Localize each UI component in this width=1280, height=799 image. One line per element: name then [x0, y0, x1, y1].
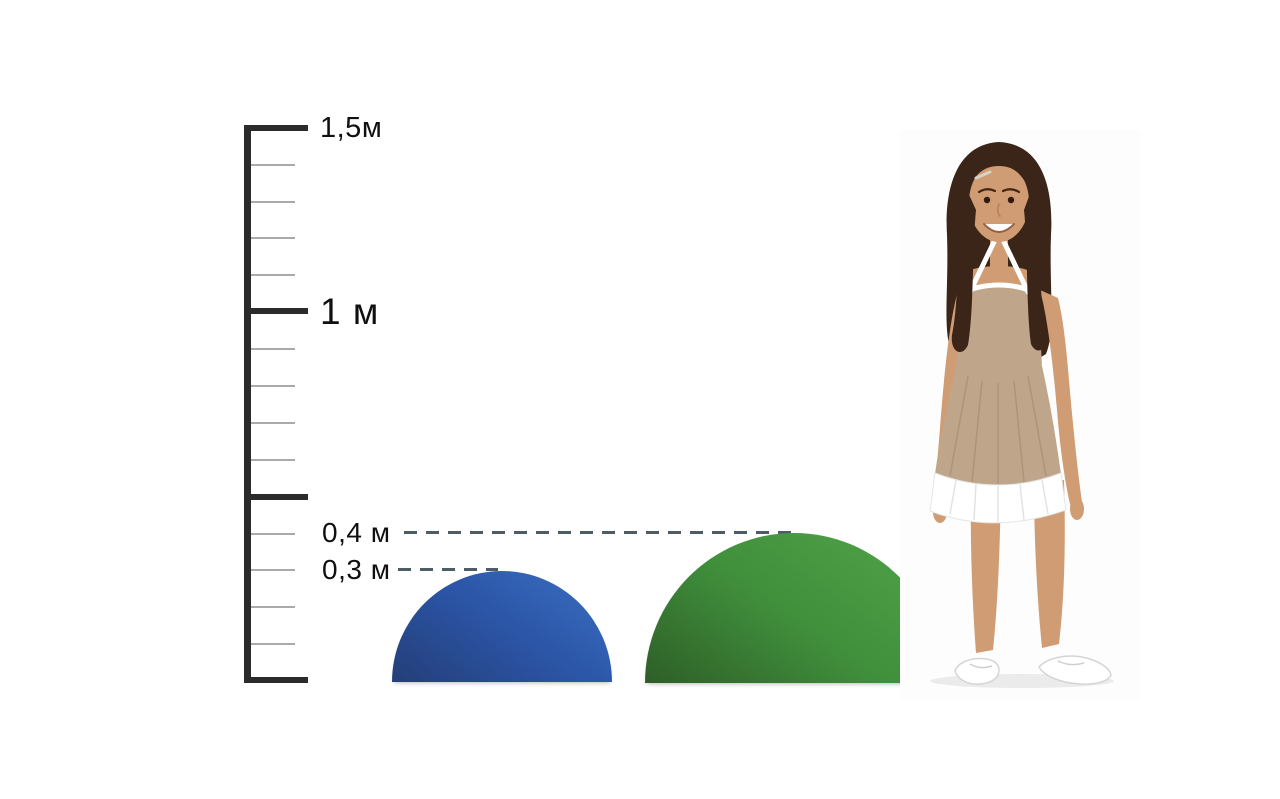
girl-skirt-pleats: [949, 375, 1047, 484]
ruler-tick-major-0-5m: [244, 494, 308, 500]
girl-right-leg: [1034, 480, 1065, 648]
girl-right-eye: [1007, 196, 1015, 204]
girl-dress-strap-right: [1001, 239, 1031, 295]
ruler-tick-major-1-5m: [244, 125, 308, 131]
measure-label-0-3m: 0,3 м: [322, 554, 391, 585]
measure-label-0-4m: 0,4 м: [322, 517, 391, 548]
girl-hair-clip: [974, 170, 992, 180]
ruler-tick-minor: [251, 422, 295, 424]
ruler-tick-minor: [251, 643, 295, 645]
blue-dome: [392, 571, 612, 682]
girl-left-eye: [983, 196, 991, 204]
girl-dress-bodice: [956, 285, 1042, 377]
ruler-tick-minor: [251, 606, 295, 608]
girl-hair-lock-right: [1024, 188, 1047, 351]
ruler-tick-minor: [251, 533, 295, 535]
ruler-tick-minor: [251, 348, 295, 350]
ruler-tick-minor: [251, 274, 295, 276]
ruler-label-1-5m: 1,5м: [320, 112, 383, 144]
girl-photo: [900, 130, 1140, 700]
ruler-tick-minor: [251, 164, 295, 166]
girl-eyebrows: [977, 188, 1021, 194]
ruler-tick-major-0m: [244, 677, 308, 683]
ruler-tick-minor: [251, 459, 295, 461]
ruler-tick-minor: [251, 569, 295, 571]
girl-face: [969, 162, 1029, 242]
girl-hair-fringe: [968, 148, 1030, 192]
ruler-tick-minor: [251, 237, 295, 239]
ruler-tick-minor: [251, 201, 295, 203]
girl-dress-strap-left: [967, 239, 997, 295]
ruler-label-1m: 1 м: [320, 291, 380, 332]
dashed-line-0-4m: [404, 531, 794, 534]
girl-nose: [996, 203, 1001, 217]
girl-left-shoe: [954, 657, 1000, 685]
ruler-tick-minor: [251, 385, 295, 387]
ruler-tick-major-1m: [244, 308, 308, 314]
ruler-vertical-bar: [244, 125, 251, 683]
girl-hem-pleats: [949, 479, 1049, 522]
girl-hair-lock-left: [951, 188, 976, 353]
girl-right-shoe: [1038, 655, 1112, 685]
green-dome: [645, 533, 943, 683]
girl-smile-outline: [983, 223, 1015, 233]
girl-right-arm: [1040, 290, 1083, 511]
dashed-line-0-3m: [398, 568, 498, 571]
girl-right-hand: [1070, 498, 1084, 520]
girl-shoe-openings: [969, 660, 1085, 669]
